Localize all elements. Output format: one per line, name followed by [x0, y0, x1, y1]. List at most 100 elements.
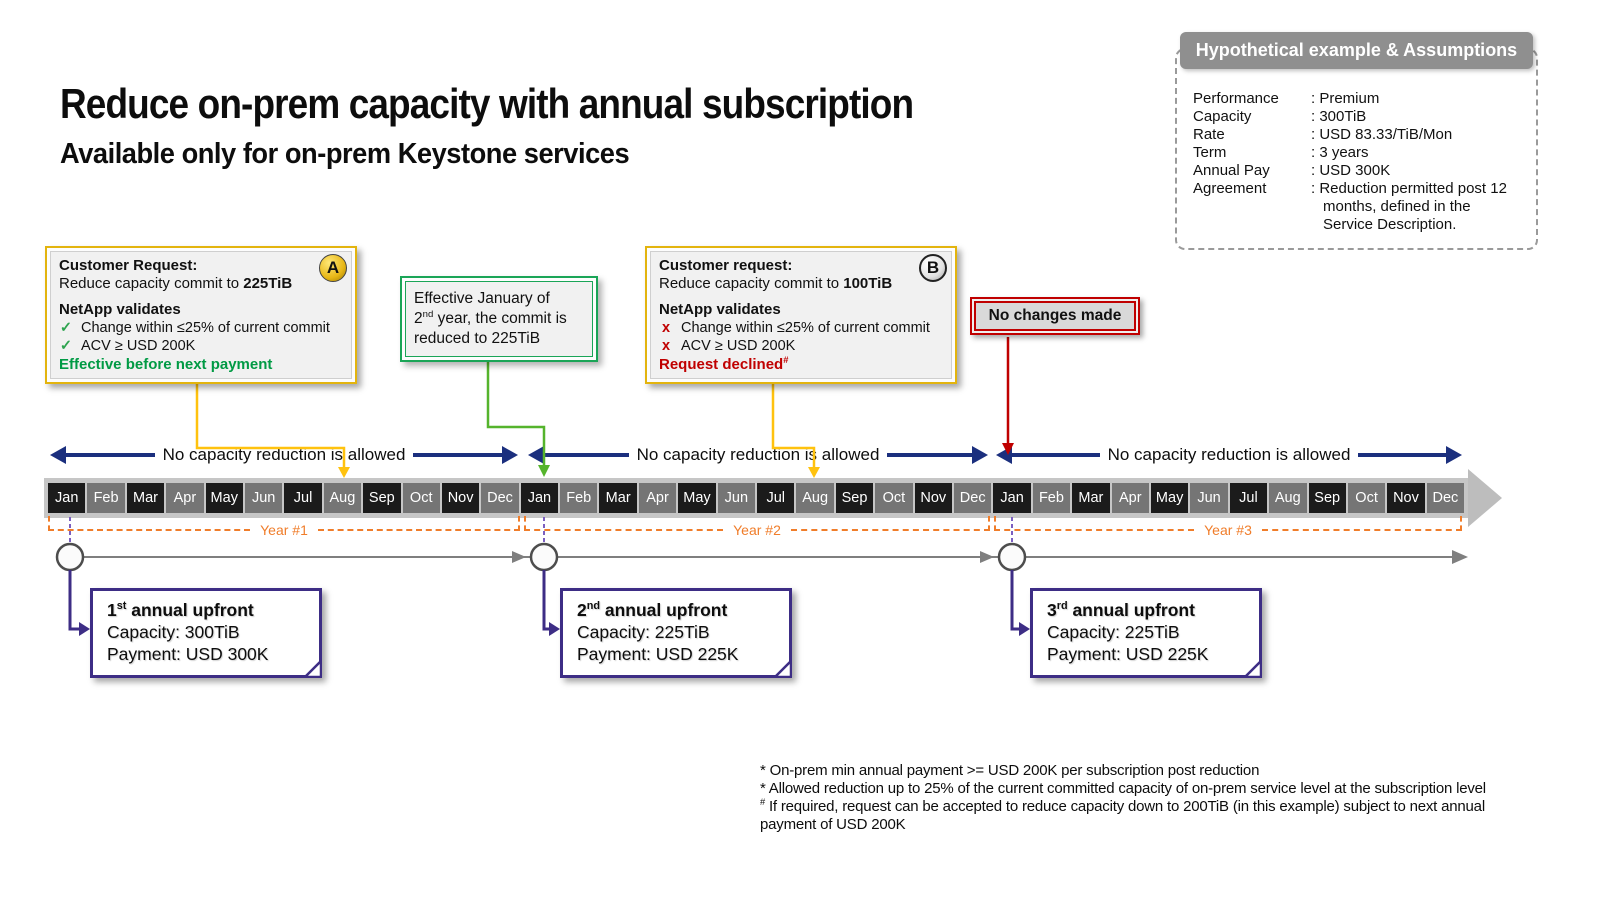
arrow-left-icon: [528, 446, 544, 464]
month-cell: Aug: [796, 483, 834, 513]
page-fold-icon: [1244, 660, 1262, 678]
footnote: # If required, request can be accepted t…: [760, 797, 1505, 834]
assumption-row: Capacity : 300TiB: [1193, 108, 1520, 126]
year-bracket-2: Year #2: [524, 516, 990, 538]
assumption-label: Agreement: [1193, 180, 1267, 197]
month-cell: Jul: [757, 483, 795, 513]
month-cell: Jul: [1229, 483, 1268, 513]
month-cell: Jan: [520, 483, 559, 513]
request-value-b: 100TiB: [843, 275, 893, 292]
no-reduction-label: No capacity reduction is allowed: [628, 445, 888, 465]
validates-title-b: NetApp validates: [659, 301, 781, 318]
month-cell: Feb: [560, 483, 598, 513]
month-cell: Sep: [835, 483, 874, 513]
effective-note-line2-rest: year, the commit is: [433, 310, 567, 327]
month-cell: Sep: [363, 483, 401, 513]
month-cell: Mar: [599, 483, 637, 513]
month-cell: May: [678, 483, 716, 513]
effective-note-line2: 2: [414, 310, 423, 327]
payment-amount: Payment: USD 300K: [107, 644, 269, 664]
month-cell: Jun: [1190, 483, 1228, 513]
year-bracket-1: Year #1: [48, 516, 520, 538]
request-title-a: Customer Request:: [59, 257, 198, 274]
assumption-row: Rate : USD 83.33/TiB/Mon: [1193, 126, 1520, 144]
note-connector-arrowhead-icon: [1019, 622, 1030, 636]
payment-milestone-1: [55, 542, 85, 572]
assumption-label: Capacity: [1193, 108, 1252, 125]
arrow-left-icon: [50, 446, 66, 464]
footnote-marker: #: [760, 797, 765, 807]
month-cell: Apr: [166, 483, 204, 513]
request-text-a: Reduce capacity commit to: [59, 275, 244, 292]
footnote-marker: *: [760, 762, 766, 779]
payment-note-title: 1st annual upfront: [107, 600, 254, 620]
year-label: Year #3: [1204, 522, 1252, 538]
month-cell: Nov: [1387, 483, 1425, 513]
payment-note-2: 2nd annual upfront Capacity: 225TiB Paym…: [560, 588, 792, 678]
month-cell: Apr: [638, 483, 677, 513]
validation-row: x ACV ≥ USD 200K: [659, 337, 943, 355]
no-reduction-arrow-year2: No capacity reduction is allowed: [528, 445, 989, 465]
timeline-mid-arrowhead-icon: [980, 551, 994, 563]
timeline-mid-arrowhead-icon: [512, 551, 526, 563]
validation-text: ACV ≥ USD 200K: [81, 338, 196, 354]
effective-note: Effective January of 2nd year, the commi…: [400, 276, 598, 362]
arrow-right-icon: [972, 446, 989, 464]
no-reduction-arrow-year3: No capacity reduction is allowed: [996, 445, 1463, 465]
payment-amount: Payment: USD 225K: [577, 644, 739, 664]
page-subtitle: Available only for on-prem Keystone serv…: [60, 138, 630, 170]
note-connector-3: [1010, 570, 1020, 631]
assumption-label: Annual Pay: [1193, 162, 1270, 179]
month-cell: Mar: [126, 483, 165, 513]
payment-note-3: 3rd annual upfront Capacity: 225TiB Paym…: [1030, 588, 1262, 678]
assumption-row: Agreement : Reduction permitted post 12 …: [1193, 180, 1520, 234]
footnote-text: On-prem min annual payment >= USD 200K p…: [765, 762, 1260, 779]
month-cell: Aug: [1269, 483, 1307, 513]
no-reduction-label: No capacity reduction is allowed: [1099, 445, 1359, 465]
month-cell: Jun: [717, 483, 756, 513]
footnote: * On-prem min annual payment >= USD 200K…: [760, 762, 1505, 780]
assumption-value: : USD 300K: [1311, 162, 1391, 179]
month-cell: May: [1150, 483, 1189, 513]
callout-customer-request-a: A Customer Request: Reduce capacity comm…: [45, 246, 357, 384]
month-cell: Nov: [441, 483, 480, 513]
month-cell: Feb: [1032, 483, 1071, 513]
no-changes-box: No changes made: [970, 297, 1140, 335]
month-cell: Oct: [875, 483, 913, 513]
assumption-row: Performance : Premium: [1193, 90, 1520, 108]
request-title-b: Customer request:: [659, 257, 793, 274]
request-line-a: Reduce capacity commit to 225TiB: [59, 275, 343, 293]
cross-icon: x: [661, 320, 671, 336]
payment-note-title: 3rd annual upfront: [1047, 600, 1195, 620]
assumption-value: : 3 years: [1311, 144, 1369, 161]
page-fold-icon: [774, 660, 792, 678]
connector-a-arrowhead-icon: [338, 467, 350, 478]
badge-a: A: [319, 254, 347, 282]
payment-note-1: 1st annual upfront Capacity: 300TiB Paym…: [90, 588, 322, 678]
timeline-arrowhead-icon: [1468, 469, 1502, 527]
badge-b: B: [919, 254, 947, 282]
assumption-row: Annual Pay : USD 300K: [1193, 162, 1520, 180]
validation-text: ACV ≥ USD 200K: [681, 338, 796, 354]
no-reduction-label: No capacity reduction is allowed: [154, 445, 414, 465]
payment-note-title: 2nd annual upfront: [577, 600, 728, 620]
assumptions-header: Hypothetical example & Assumptions: [1180, 32, 1533, 69]
note-connector-arrowhead-icon: [549, 622, 560, 636]
callout-customer-request-b: B Customer request: Reduce capacity comm…: [645, 246, 957, 384]
assumption-value: : Premium: [1311, 90, 1380, 107]
footnote-marker-sup: #: [783, 355, 789, 365]
assumptions-panel: Performance : Premium Capacity : 300TiB …: [1175, 48, 1538, 250]
month-cell: Oct: [1347, 483, 1386, 513]
note-connector-1: [68, 570, 80, 631]
assumption-row: Term : 3 years: [1193, 144, 1520, 162]
assumption-value: : Reduction permitted post 12 months, de…: [1311, 180, 1507, 233]
effective-note-line3: reduced to 225TiB: [414, 330, 541, 347]
result-text-a: Effective before next payment: [59, 356, 273, 373]
check-icon: ✓: [59, 320, 73, 336]
month-cell: Jun: [244, 483, 283, 513]
month-cell: Mar: [1072, 483, 1110, 513]
result-text-b: Request declined#: [659, 355, 943, 374]
payment-capacity: Capacity: 225TiB: [577, 622, 710, 642]
month-cell: Dec: [481, 483, 519, 513]
